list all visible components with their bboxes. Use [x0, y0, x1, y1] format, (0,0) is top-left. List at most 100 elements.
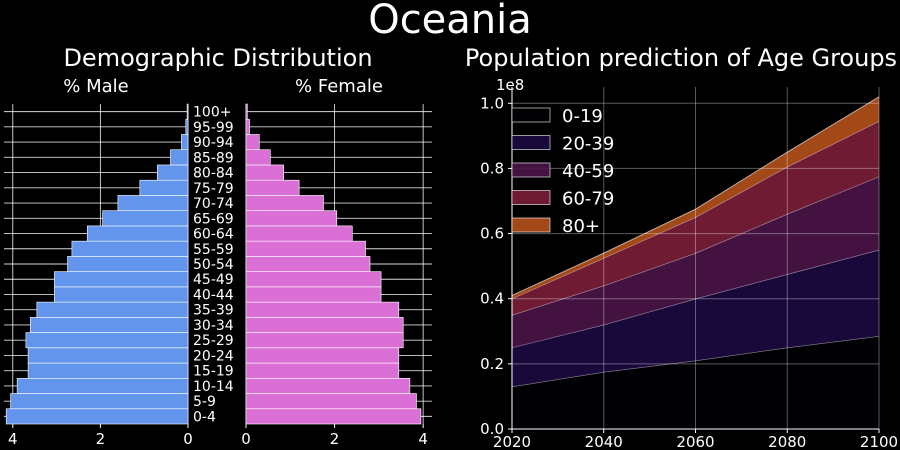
- female-xtick-label: 2: [330, 430, 340, 448]
- age-label-50-54: 50-54: [193, 257, 234, 273]
- area-yscale-label: 1e8: [496, 76, 524, 94]
- male-xtick-label: 0: [183, 430, 193, 448]
- male-xtick-label: 2: [96, 430, 106, 448]
- age-label-20-24: 20-24: [193, 348, 234, 364]
- area-edge-80+: [511, 96, 880, 296]
- male-bar-30-34: [29, 317, 189, 333]
- female-bar-15-19: [245, 362, 400, 379]
- left-panel-title: Demographic Distribution: [63, 44, 373, 72]
- male-bar-0-4: [5, 408, 189, 425]
- male-bar-80-84: [157, 164, 189, 181]
- female-bar-65-69: [245, 210, 338, 227]
- female-bar-20-24: [245, 347, 400, 364]
- age-label-85-89: 85-89: [193, 150, 234, 166]
- age-label-100+: 100+: [193, 105, 231, 121]
- age-label-0-4: 0-4: [193, 409, 216, 425]
- legend-label-40-59: 40-59: [562, 161, 614, 182]
- female-axis-title: % Female: [295, 76, 383, 97]
- legend-swatch-80+: [511, 217, 551, 233]
- age-label-30-34: 30-34: [193, 318, 234, 334]
- female-bar-40-44: [245, 286, 382, 303]
- age-label-95-99: 95-99: [193, 120, 234, 136]
- age-label-70-74: 70-74: [193, 196, 234, 212]
- age-label-60-64: 60-64: [193, 227, 234, 243]
- population-area-panel: 2020 2040 2060 2080 2100 0.0 0.2 0.4 0.6 0.8 1.01e…: [480, 76, 898, 450]
- area-40-59: [512, 176, 879, 348]
- age-label-25-29: 25-29: [193, 333, 234, 349]
- age-label-5-9: 5-9: [193, 394, 216, 410]
- male-bar-35-39: [36, 301, 189, 318]
- area-ytick-label: 0.6: [480, 225, 504, 243]
- male-bar-50-54: [67, 256, 189, 272]
- male-bar-90-94: [181, 134, 189, 151]
- area-0-19: [512, 336, 879, 429]
- area-ytick-label: 0.4: [480, 290, 504, 308]
- age-label-35-39: 35-39: [193, 303, 234, 319]
- female-xtick-label: 0: [241, 430, 251, 448]
- area-20-39: [512, 249, 879, 387]
- female-bar-25-29: [245, 332, 404, 349]
- area-ytick-label: 1.0: [480, 94, 504, 112]
- male-bar-85-89: [170, 149, 189, 166]
- male-bar-10-14: [16, 377, 189, 394]
- female-bar-85-89: [245, 149, 271, 166]
- age-label-90-94: 90-94: [193, 135, 234, 151]
- area-ytick-label: 0.0: [480, 420, 504, 438]
- age-label-65-69: 65-69: [193, 211, 234, 227]
- female-bar-50-54: [245, 256, 371, 272]
- female-bar-55-59: [245, 240, 366, 257]
- area-ytick-label: 0.8: [480, 159, 504, 177]
- legend-label-80+: 80+: [562, 216, 600, 237]
- male-bar-75-79: [139, 179, 189, 196]
- male-bar-55-59: [71, 240, 189, 257]
- female-bar-70-74: [245, 195, 324, 211]
- male-bar-45-49: [54, 271, 189, 288]
- area-xtick-label: 2040: [585, 433, 623, 450]
- male-bar-5-9: [10, 393, 189, 410]
- female-xtick-label: 4: [418, 430, 428, 448]
- area-xtick-label: 2080: [768, 433, 806, 450]
- age-label-15-19: 15-19: [193, 364, 234, 380]
- female-bar-45-49: [245, 271, 382, 288]
- legend-swatch-60-79: [511, 190, 551, 205]
- male-bar-65-69: [102, 210, 189, 227]
- area-xtick-label: 2020: [493, 433, 531, 450]
- area-xtick-label: 2060: [676, 433, 714, 450]
- male-bar-40-44: [54, 286, 189, 303]
- female-bar-80-84: [245, 164, 284, 181]
- male-bar-60-64: [86, 225, 189, 242]
- legend-swatch-20-39: [511, 135, 551, 150]
- area-ytick-label: 0.2: [480, 355, 504, 373]
- male-bar-70-74: [117, 195, 189, 211]
- age-label-80-84: 80-84: [193, 166, 234, 182]
- area-60-79: [512, 121, 879, 315]
- legend-label-60-79: 60-79: [562, 189, 614, 210]
- area-xtick-label: 2100: [860, 433, 898, 450]
- legend-label-20-39: 20-39: [562, 134, 614, 155]
- male-bar-100+: [186, 103, 189, 120]
- female-bar-5-9: [245, 393, 417, 410]
- legend-label-0-19: 0-19: [562, 106, 603, 127]
- female-bar-0-4: [245, 408, 422, 425]
- age-label-75-79: 75-79: [193, 181, 234, 197]
- female-bar-90-94: [245, 134, 260, 151]
- male-bar-25-29: [25, 332, 189, 349]
- right-panel-title: Population prediction of Age Groups: [464, 44, 898, 72]
- female-bar-75-79: [245, 179, 300, 196]
- age-label-40-44: 40-44: [193, 287, 234, 303]
- male-axis-title: % Male: [63, 76, 129, 97]
- male-xtick-label: 4: [8, 430, 18, 448]
- female-bar-35-39: [245, 301, 400, 318]
- legend-swatch-40-59: [511, 162, 551, 178]
- legend-swatch-0-19: [511, 107, 551, 123]
- female-bar-95-99: [245, 118, 250, 135]
- age-group-labels: 0-45-910-1415-1920-2425-2930-3435-3940-4…: [193, 105, 234, 426]
- age-label-55-59: 55-59: [193, 242, 234, 258]
- female-bar-30-34: [245, 317, 404, 333]
- male-bar-95-99: [185, 118, 189, 135]
- male-bar-20-24: [27, 347, 189, 364]
- male-pyramid-panel: 4 2 0: [4, 103, 193, 448]
- female-bar-100+: [245, 103, 248, 120]
- figure-title: Oceania: [368, 0, 532, 43]
